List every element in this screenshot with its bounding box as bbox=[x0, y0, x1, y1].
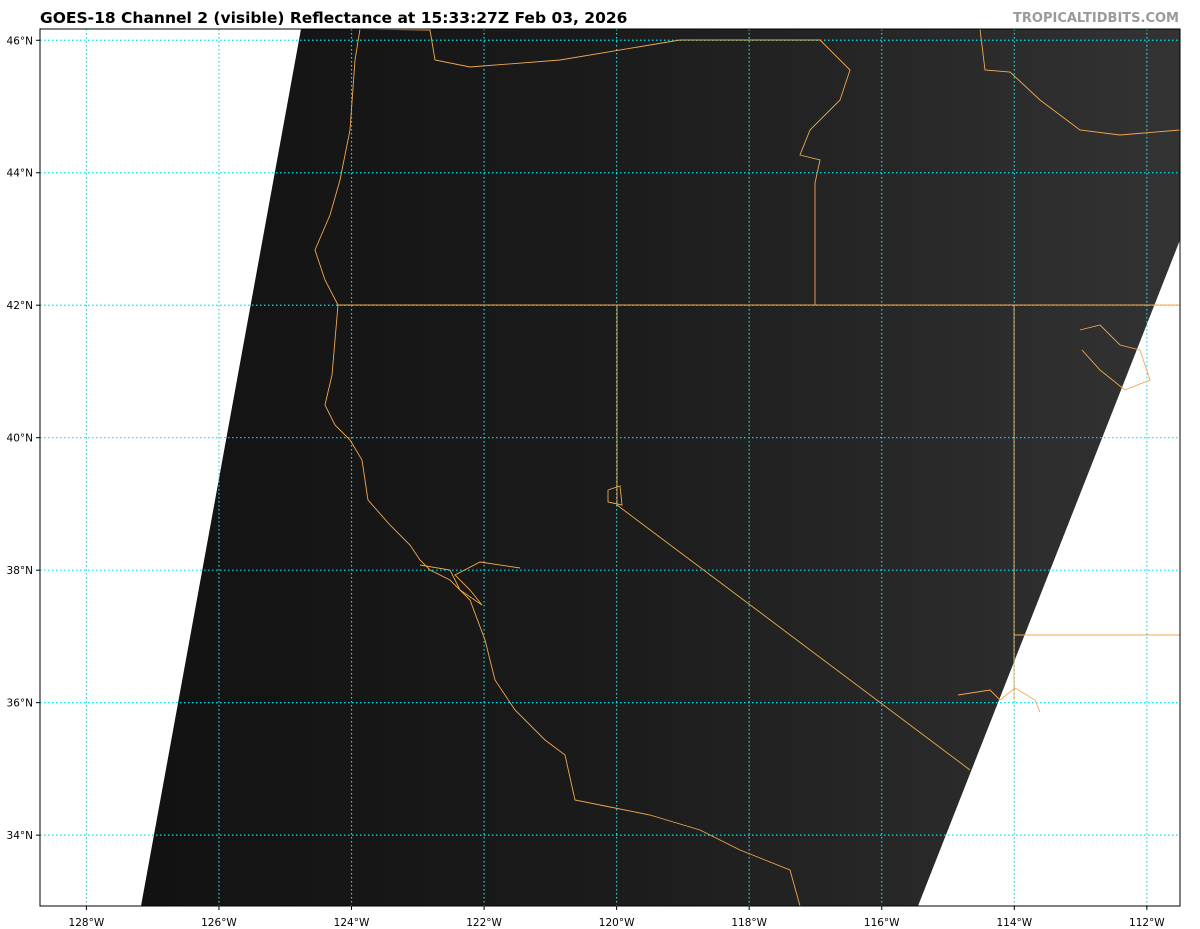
lat-label: 34°N bbox=[7, 830, 33, 842]
san-francisco-bay bbox=[419, 561, 521, 606]
lon-label: 128°W bbox=[69, 917, 105, 929]
lat-label: 42°N bbox=[7, 300, 33, 312]
lat-label: 38°N bbox=[7, 565, 33, 577]
map-title: GOES-18 Channel 2 (visible) Reflectance … bbox=[40, 9, 628, 27]
borders bbox=[314, 29, 1180, 906]
california-nevada-border bbox=[616, 305, 971, 771]
lon-label: 118°W bbox=[731, 917, 767, 929]
colorado-river bbox=[957, 687, 1041, 713]
lon-label: 112°W bbox=[1129, 917, 1165, 929]
pacific-coastline bbox=[314, 29, 801, 906]
axis-ticks: 128°W 126°W 124°W 122°W 120°W 118°W 116°W 114°W… bbox=[7, 35, 1166, 929]
lon-label: 120°W bbox=[599, 917, 635, 929]
idaho-montana-border bbox=[979, 29, 1180, 136]
great-salt-lake bbox=[1079, 324, 1151, 391]
lat-label: 36°N bbox=[7, 698, 33, 710]
watermark: TROPICALTIDBITS.COM bbox=[1013, 11, 1179, 26]
lon-label: 116°W bbox=[864, 917, 900, 929]
lat-label: 46°N bbox=[7, 35, 33, 47]
lon-label: 126°W bbox=[201, 917, 237, 929]
map-frame bbox=[39, 28, 1181, 907]
lon-label: 122°W bbox=[466, 917, 502, 929]
washington-oregon-border bbox=[359, 29, 851, 305]
lon-label: 114°W bbox=[996, 917, 1032, 929]
lat-label: 40°N bbox=[7, 433, 33, 445]
lake-tahoe bbox=[607, 485, 623, 506]
satellite-imagery-swath bbox=[141, 29, 1180, 906]
lon-label: 124°W bbox=[334, 917, 370, 929]
lat-label: 44°N bbox=[7, 168, 33, 180]
